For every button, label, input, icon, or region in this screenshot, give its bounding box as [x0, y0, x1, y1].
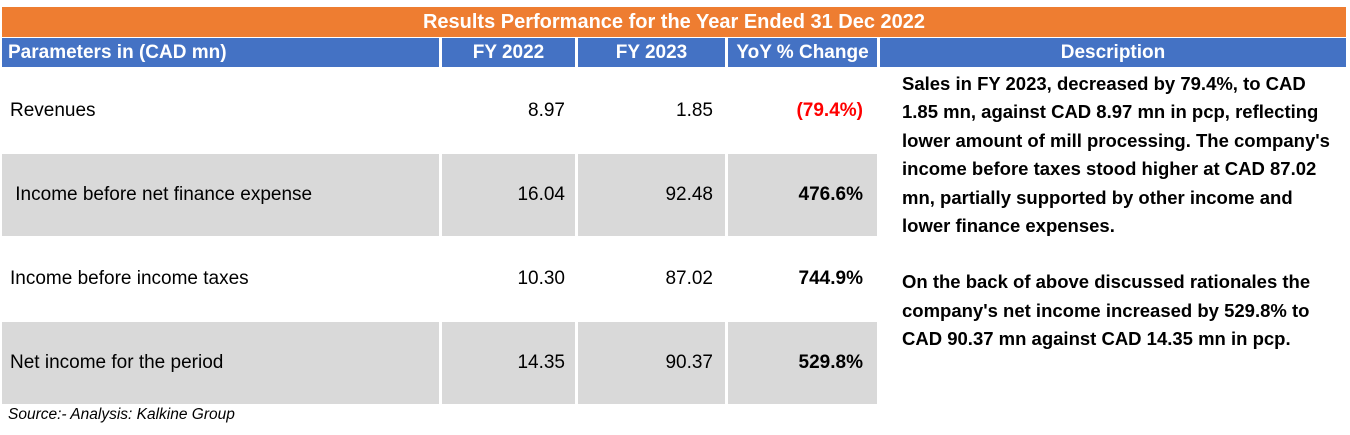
row-fy2022-value: 10.30	[517, 268, 565, 289]
row-label: Income before net finance expense	[2, 154, 439, 236]
row-fy2023-value: 92.48	[578, 154, 725, 236]
source-note: Source:- Analysis: Kalkine Group	[8, 406, 235, 423]
row-yoy-value: 529.8%	[728, 322, 877, 404]
row-fy2022-value: 14.35	[442, 322, 575, 404]
row-fy2023-value: 90.37	[578, 322, 725, 404]
row-label: Income before income taxes	[10, 268, 249, 289]
row-yoy-value: (79.4%)	[796, 100, 863, 121]
row-label: Revenues	[10, 100, 96, 121]
header-description: Description	[880, 38, 1346, 67]
row-label: Net income for the period	[2, 322, 439, 404]
description-text: Sales in FY 2023, decreased by 79.4%, to…	[902, 70, 1342, 354]
row-yoy-value: 744.9%	[798, 268, 863, 289]
header-fy2022: FY 2022	[442, 38, 575, 67]
row-yoy-value: 476.6%	[728, 154, 877, 236]
row-fy2022-value: 8.97	[528, 100, 565, 121]
row-fy2022-value: 16.04	[442, 154, 575, 236]
description-paragraph-1: Sales in FY 2023, decreased by 79.4%, to…	[902, 73, 1330, 237]
header-yoy-change: YoY % Change	[728, 38, 877, 67]
row-fy2023-value: 87.02	[665, 268, 713, 289]
row-fy2023-value: 1.85	[676, 100, 713, 121]
description-paragraph-2: On the back of above discussed rationale…	[902, 271, 1311, 350]
header-parameters: Parameters in (CAD mn)	[2, 38, 439, 67]
header-fy2023: FY 2023	[578, 38, 725, 67]
table-title: Results Performance for the Year Ended 3…	[2, 7, 1346, 37]
